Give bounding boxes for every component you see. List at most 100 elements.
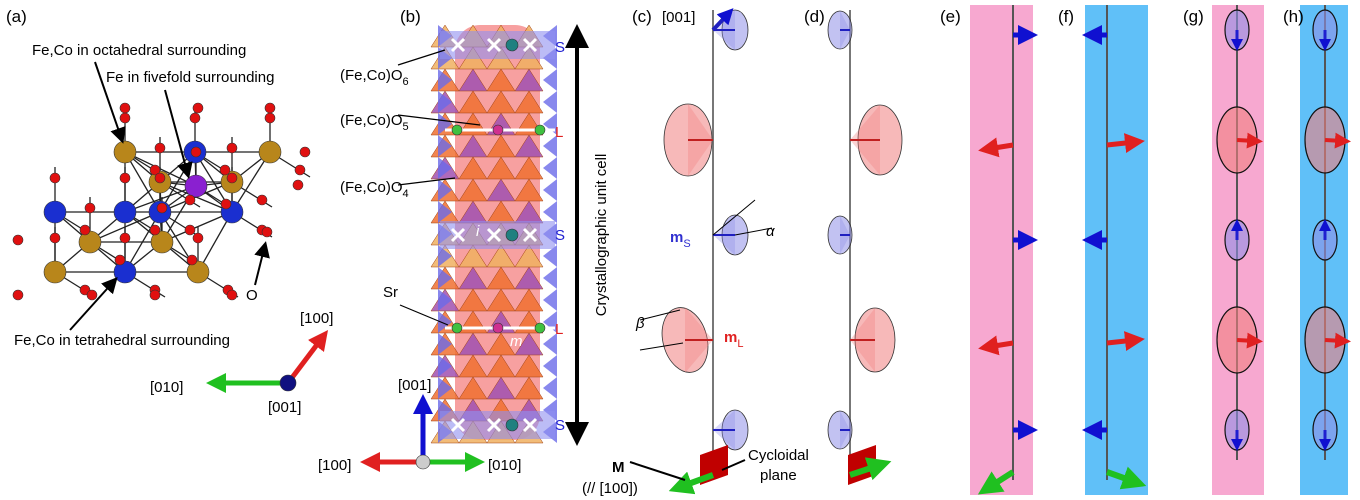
- atom: [155, 173, 165, 183]
- atom: [293, 180, 303, 190]
- line: [630, 462, 685, 480]
- angle-label: α: [766, 223, 775, 240]
- atom: [185, 175, 207, 197]
- atom: [257, 195, 267, 205]
- angle-label: β: [635, 315, 645, 332]
- atom: [506, 39, 518, 51]
- line: [1325, 340, 1343, 341]
- atom-label: Sr: [383, 284, 398, 301]
- label-sub: L: [737, 338, 743, 350]
- plane-label: plane: [760, 467, 797, 484]
- axis-label: [001]: [398, 377, 431, 394]
- line: [1237, 140, 1255, 141]
- panel-label: (f): [1058, 7, 1074, 26]
- label-sub: S: [683, 238, 690, 250]
- axis-label: [001]: [662, 9, 695, 26]
- axis-label: [010]: [150, 379, 183, 396]
- atom: [150, 290, 160, 300]
- layer-label: S: [555, 39, 565, 56]
- figure: (a) (b) (c) (d) (e) (f) (g) (h) Fe,Co in…: [0, 0, 1360, 500]
- panel-label: (e): [940, 7, 961, 26]
- atom: [191, 147, 201, 157]
- annotation: Fe,Co in octahedral surrounding: [32, 42, 246, 59]
- label-text: m: [724, 329, 737, 346]
- polyhedron: [543, 289, 557, 311]
- atom: [115, 255, 125, 265]
- atom: [120, 113, 130, 123]
- label-text: (Fe,Co)O: [340, 67, 403, 84]
- panel-label: (c): [632, 7, 652, 26]
- moment-label: mL: [724, 329, 743, 350]
- annotation: Fe,Co in tetrahedral surrounding: [14, 332, 230, 349]
- annotation: Fe in fivefold surrounding: [106, 69, 274, 86]
- atom: [44, 201, 66, 223]
- atom: [193, 233, 203, 243]
- label-text: (Fe,Co)O: [340, 112, 403, 129]
- plane-label: Cycloidal: [748, 447, 809, 464]
- panel-label: (g): [1183, 7, 1204, 26]
- atom: [155, 143, 165, 153]
- atom: [265, 113, 275, 123]
- polyhedron: [543, 201, 557, 223]
- atom: [187, 255, 197, 265]
- atom: [13, 235, 23, 245]
- atom: [265, 103, 275, 113]
- magnetization-label: M: [612, 459, 625, 476]
- atom: [87, 290, 97, 300]
- atom: [114, 201, 136, 223]
- panel-label: (h): [1283, 7, 1304, 26]
- line: [165, 90, 188, 175]
- atom: [50, 233, 60, 243]
- atom: [114, 141, 136, 163]
- label-sub: 4: [403, 188, 409, 200]
- unit-cell-label: Crystallographic unit cell: [593, 154, 610, 317]
- atom: [85, 203, 95, 213]
- polyhedron-label: (Fe,Co)O6: [340, 67, 409, 88]
- atom: [120, 103, 130, 113]
- polyhedron: [543, 91, 557, 113]
- label-text: (Fe,Co)O: [340, 179, 403, 196]
- line: [1107, 142, 1135, 145]
- atom: [227, 173, 237, 183]
- panel-label: (b): [400, 7, 421, 26]
- line: [1107, 340, 1135, 343]
- site-label: m: [510, 333, 523, 350]
- axis-label: [001]: [268, 399, 301, 416]
- panel-label: (d): [804, 7, 825, 26]
- atom: [295, 165, 305, 175]
- layer-label: S: [555, 227, 565, 244]
- atom: [50, 173, 60, 183]
- atom: [227, 143, 237, 153]
- atom: [220, 165, 230, 175]
- axis-label: [100]: [300, 310, 333, 327]
- polyhedron: [543, 179, 557, 201]
- atom: [262, 227, 272, 237]
- atom: [300, 147, 310, 157]
- line: [1325, 140, 1343, 141]
- axis-label: [100]: [318, 457, 351, 474]
- polyhedron: [543, 157, 557, 179]
- panel-label: (a): [6, 7, 27, 26]
- line: [255, 245, 265, 285]
- atom: [44, 261, 66, 283]
- atom: [13, 290, 23, 300]
- polyhedron: [543, 267, 557, 289]
- atom: [506, 419, 518, 431]
- atom: [80, 225, 90, 235]
- polyhedron-label: (Fe,Co)O4: [340, 179, 409, 200]
- atom: [452, 323, 462, 333]
- atom: [280, 375, 296, 391]
- label-sub: 6: [403, 76, 409, 88]
- atom: [535, 125, 545, 135]
- axis-label: [010]: [488, 457, 521, 474]
- atom: [120, 233, 130, 243]
- atom: [221, 199, 231, 209]
- magnetization-note: (// [100]): [582, 480, 638, 497]
- annotation: O: [246, 287, 258, 304]
- polyhedron: [543, 69, 557, 91]
- atom: [185, 225, 195, 235]
- atom: [193, 103, 203, 113]
- line: [288, 338, 322, 383]
- moment-label: mS: [670, 229, 691, 250]
- atom: [493, 125, 503, 135]
